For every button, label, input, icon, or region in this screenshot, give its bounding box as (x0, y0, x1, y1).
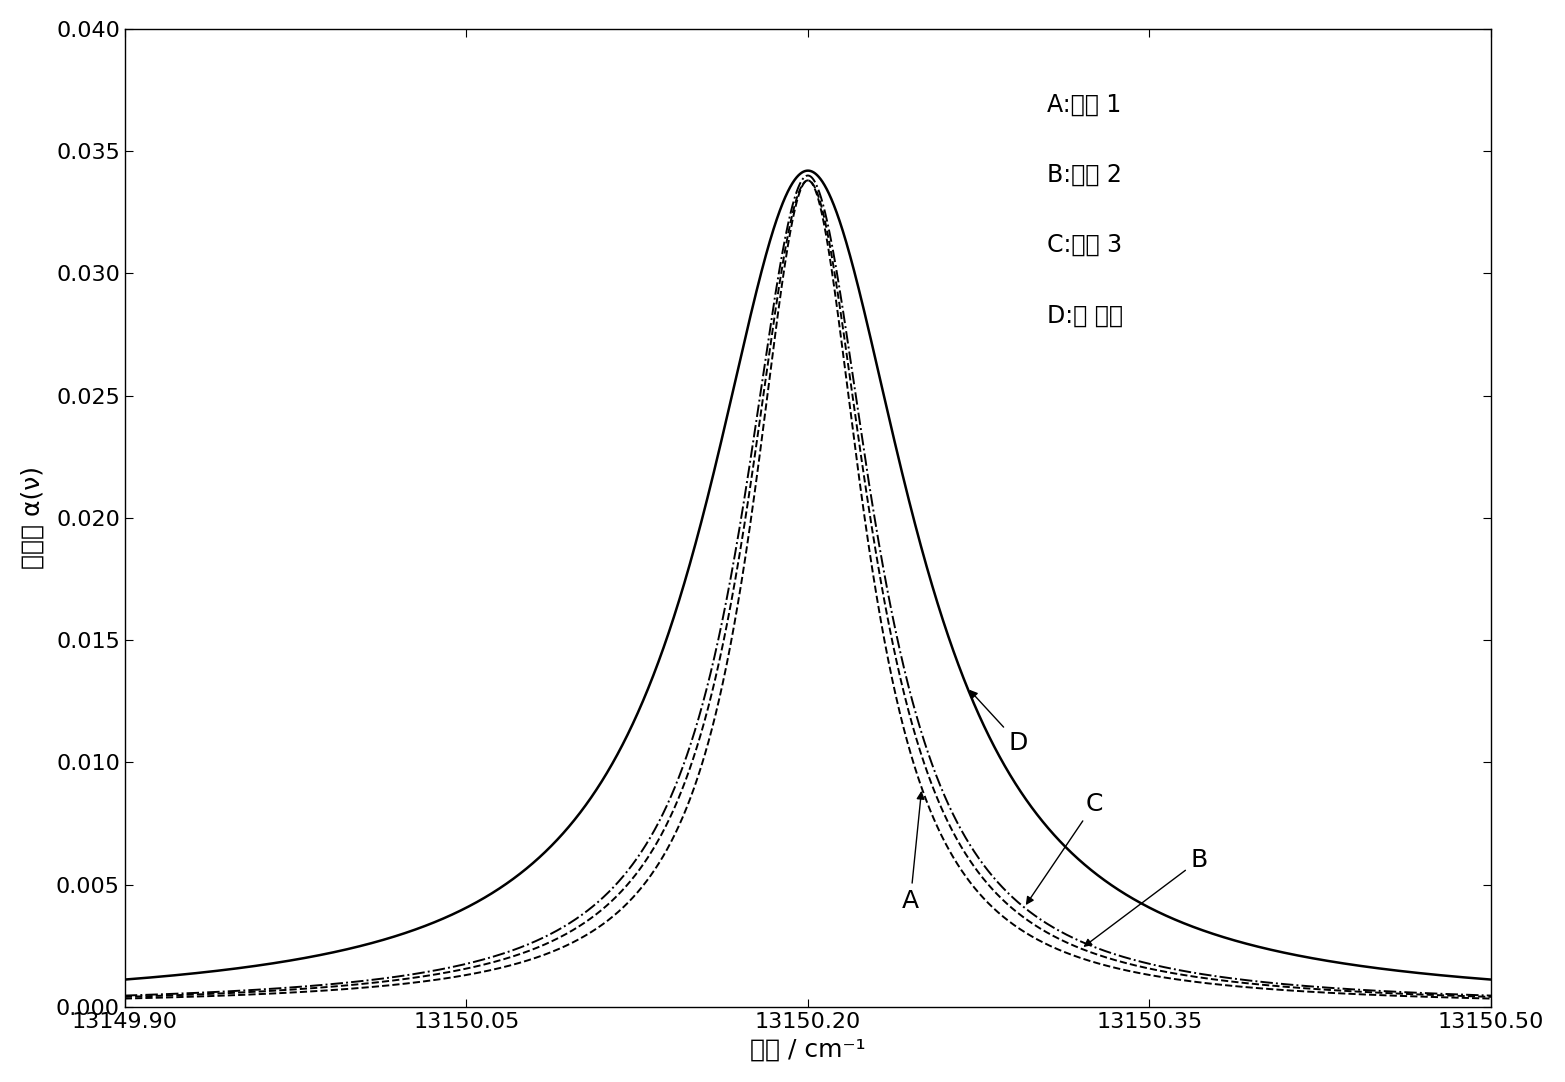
A (116, 992, 135, 1005)
B (798, 174, 817, 187)
Line: A: A (125, 181, 1491, 999)
D (983, 738, 1002, 751)
B (116, 990, 135, 1003)
Text: C: C (1027, 792, 1103, 903)
D (1482, 973, 1501, 986)
D (923, 583, 942, 596)
X-axis label: 波数 / cm⁻¹: 波数 / cm⁻¹ (750, 1038, 865, 1061)
B (923, 782, 942, 795)
A (1482, 992, 1501, 1005)
Text: B: B (1085, 848, 1208, 946)
A (610, 905, 629, 918)
A (1128, 966, 1147, 979)
Text: C:实验 3: C:实验 3 (1047, 234, 1122, 258)
D (185, 967, 203, 980)
B (1482, 990, 1501, 1003)
D (798, 164, 817, 177)
C (116, 989, 135, 1002)
D (116, 973, 135, 986)
A (923, 812, 942, 824)
C (983, 870, 1002, 883)
Text: B:实验 2: B:实验 2 (1047, 162, 1122, 187)
B (983, 883, 1002, 896)
Line: D: D (125, 171, 1491, 979)
B (610, 887, 629, 900)
D (1202, 926, 1221, 939)
C (798, 169, 817, 182)
Text: D:真 实值: D:真 实值 (1047, 304, 1124, 328)
A (798, 174, 817, 187)
B (1128, 960, 1147, 973)
Text: A:实验 1: A:实验 1 (1047, 92, 1121, 117)
C (1128, 954, 1147, 967)
Y-axis label: 吸收率 α(ν): 吸收率 α(ν) (20, 466, 45, 569)
Text: A: A (901, 792, 923, 912)
A (1202, 977, 1221, 990)
Line: B: B (125, 181, 1491, 997)
D (1128, 895, 1147, 908)
C (923, 762, 942, 775)
B (1202, 973, 1221, 986)
A (185, 990, 203, 1003)
C (185, 987, 203, 1000)
A (983, 901, 1002, 914)
B (185, 988, 203, 1001)
Line: C: C (125, 175, 1491, 995)
C (610, 874, 629, 887)
C (1202, 969, 1221, 982)
Text: D: D (970, 690, 1028, 755)
C (1482, 989, 1501, 1002)
D (610, 744, 629, 757)
